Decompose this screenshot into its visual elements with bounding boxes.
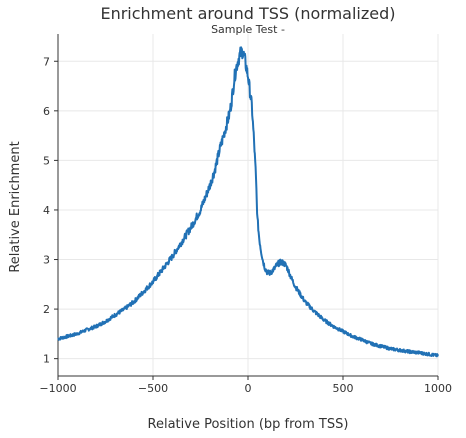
y-tick-label: 1 bbox=[43, 353, 50, 366]
x-axis-ticks: −1000 −500 0 500 1000 bbox=[39, 376, 452, 395]
y-gridlines bbox=[58, 60, 438, 360]
y-tick-label: 4 bbox=[43, 204, 50, 217]
y-axis-label: Relative Enrichment bbox=[8, 141, 23, 272]
x-gridlines bbox=[152, 34, 439, 376]
x-tick-label: 500 bbox=[333, 382, 354, 395]
x-tick-label: 0 bbox=[245, 382, 252, 395]
chart-title: Enrichment around TSS (normalized) bbox=[100, 4, 395, 23]
enrichment-line bbox=[57, 46, 439, 358]
x-tick-label: 1000 bbox=[424, 382, 452, 395]
x-tick-label: −500 bbox=[138, 382, 168, 395]
y-tick-label: 5 bbox=[43, 154, 50, 167]
x-tick-label: −1000 bbox=[39, 382, 76, 395]
x-axis-label: Relative Position (bp from TSS) bbox=[148, 417, 349, 432]
chart-subtitle: Sample Test - bbox=[211, 23, 285, 36]
y-tick-label: 3 bbox=[43, 254, 50, 267]
y-tick-label: 2 bbox=[43, 303, 50, 316]
series-layer bbox=[57, 46, 439, 358]
y-tick-label: 6 bbox=[43, 105, 50, 118]
y-tick-label: 7 bbox=[43, 55, 50, 68]
y-axis-ticks: 1 2 3 4 5 6 7 bbox=[43, 55, 58, 366]
